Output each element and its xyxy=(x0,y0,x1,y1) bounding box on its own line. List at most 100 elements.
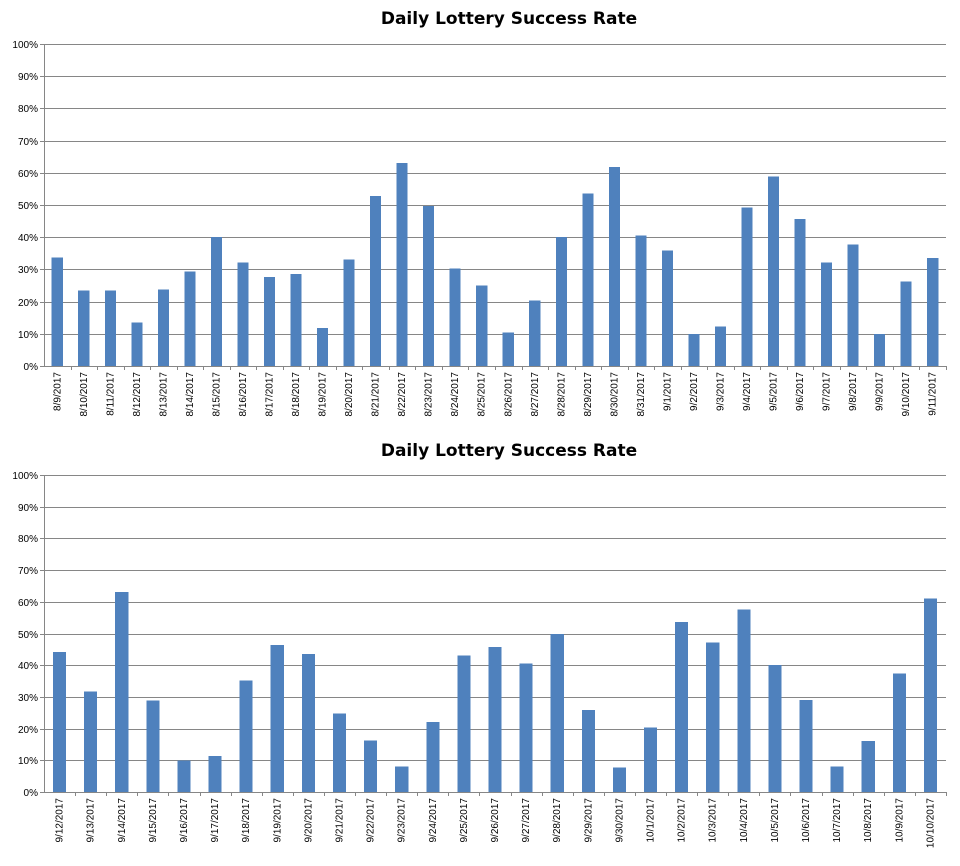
x-tick-label: 8/28/2017 xyxy=(556,372,567,417)
x-tick-label: 8/26/2017 xyxy=(503,372,514,417)
bar-9-2-2017 xyxy=(688,333,700,366)
bar-10-3-2017 xyxy=(706,642,720,792)
x-tick-label: 9/18/2017 xyxy=(241,798,252,843)
bar-8-29-2017 xyxy=(582,193,594,366)
x-tick-label: 9/17/2017 xyxy=(210,798,221,843)
bar-9-22-2017 xyxy=(364,740,378,792)
bar-10-7-2017 xyxy=(830,766,844,792)
bar-8-26-2017 xyxy=(502,332,514,366)
bar-8-30-2017 xyxy=(608,167,620,366)
bar-8-11-2017 xyxy=(104,290,116,366)
bar-9-12-2017 xyxy=(53,651,67,792)
bar-9-5-2017 xyxy=(768,176,780,366)
bar-9-21-2017 xyxy=(333,713,347,792)
bar-8-21-2017 xyxy=(370,196,382,366)
x-tick-label: 9/11/2017 xyxy=(928,372,939,416)
x-tick-label: 9/1/2017 xyxy=(662,372,673,411)
x-tick-label: 8/19/2017 xyxy=(318,372,329,417)
y-tick-label: 30% xyxy=(18,265,38,276)
bar-8-20-2017 xyxy=(343,259,355,366)
chart-panel-1: Daily Lottery Success Rate 0% 10% 20% 30% 40%… xyxy=(0,0,960,432)
bar-9-23-2017 xyxy=(395,766,409,792)
y-tick-label: 80% xyxy=(18,534,38,545)
y-tick-label: 20% xyxy=(18,298,38,309)
bar-9-18-2017 xyxy=(239,680,253,792)
x-tick-label: 9/24/2017 xyxy=(428,798,439,843)
x-tick-label: 9/13/2017 xyxy=(86,798,97,843)
bar-8-16-2017 xyxy=(237,262,249,366)
bar-8-18-2017 xyxy=(290,274,302,366)
y-tick-label: 70% xyxy=(18,566,38,577)
x-tick-label: 10/9/2017 xyxy=(894,798,905,843)
x-tick-label: 8/12/2017 xyxy=(132,372,143,417)
chart-svg-1: Daily Lottery Success Rate 0% 10% 20% 30% 40%… xyxy=(12,9,947,417)
x-tick-label: 9/7/2017 xyxy=(822,372,833,411)
x-tick-label: 8/27/2017 xyxy=(530,372,541,417)
x-tick-label: 9/5/2017 xyxy=(769,372,780,411)
y-tick-label: 90% xyxy=(18,503,38,514)
y-tick-label: 70% xyxy=(18,137,38,148)
bar-10-10-2017 xyxy=(923,598,937,792)
x-tick-label: 10/5/2017 xyxy=(770,798,781,843)
x-tick-label: 8/17/2017 xyxy=(265,372,276,417)
x-tick-label: 8/16/2017 xyxy=(238,372,249,417)
bar-9-17-2017 xyxy=(208,756,222,792)
x-tick-label: 9/28/2017 xyxy=(552,798,563,843)
y-tick-label: 60% xyxy=(18,598,38,609)
chart-panel-2: Daily Lottery Success Rate 0% 10% 20% 30% 40%… xyxy=(0,432,960,861)
bar-8-31-2017 xyxy=(635,235,647,366)
y-tick-label: 90% xyxy=(18,72,38,83)
y-tick-label: 10% xyxy=(18,756,38,767)
bar-8-28-2017 xyxy=(555,236,567,366)
bar-9-19-2017 xyxy=(270,645,284,792)
bar-8-10-2017 xyxy=(78,290,90,366)
x-tick-label: 8/9/2017 xyxy=(52,372,63,411)
y-tick-label: 50% xyxy=(18,630,38,641)
y-tick-label: 40% xyxy=(18,233,38,244)
bar-8-9-2017 xyxy=(51,257,63,366)
bar-8-17-2017 xyxy=(263,276,275,366)
x-tick-label: 8/21/2017 xyxy=(371,372,382,417)
bar-10-8-2017 xyxy=(861,741,875,792)
x-tick-label: 10/3/2017 xyxy=(708,798,719,843)
x-tick-label: 8/20/2017 xyxy=(344,372,355,417)
x-tick-label: 8/18/2017 xyxy=(291,372,302,417)
x-tick-label: 8/15/2017 xyxy=(211,372,222,417)
bar-9-9-2017 xyxy=(874,334,886,366)
x-tick-label: 9/29/2017 xyxy=(583,798,594,843)
bar-8-25-2017 xyxy=(476,285,488,366)
x-tick-label: 9/12/2017 xyxy=(55,798,66,843)
x-tick-label: 8/10/2017 xyxy=(79,372,90,417)
x-tick-label: 9/15/2017 xyxy=(148,798,159,843)
bar-9-4-2017 xyxy=(741,207,753,366)
bar-8-22-2017 xyxy=(396,163,408,366)
y-tick-label: 100% xyxy=(12,471,38,482)
bar-10-4-2017 xyxy=(737,609,751,792)
x-tick-label: 9/14/2017 xyxy=(117,798,128,843)
bar-9-15-2017 xyxy=(146,700,160,792)
chart-title-2: Daily Lottery Success Rate xyxy=(381,441,637,461)
bar-9-29-2017 xyxy=(581,709,595,792)
x-tick-label: 9/30/2017 xyxy=(614,798,625,843)
y-tick-label: 80% xyxy=(18,104,38,115)
bar-9-14-2017 xyxy=(115,592,129,792)
bar-9-3-2017 xyxy=(714,326,726,366)
y-tick-label: 60% xyxy=(18,169,38,180)
x-tick-label: 9/20/2017 xyxy=(303,798,314,843)
x-tick-label: 8/22/2017 xyxy=(397,372,408,417)
x-tick-label: 8/14/2017 xyxy=(185,372,196,417)
y-tick-label: 20% xyxy=(18,725,38,736)
x-tick-label: 9/2/2017 xyxy=(689,372,700,411)
bar-9-1-2017 xyxy=(661,250,673,366)
x-tick-label: 10/4/2017 xyxy=(739,798,750,843)
x-tick-label: 8/29/2017 xyxy=(583,372,594,417)
bar-8-12-2017 xyxy=(131,322,143,366)
y-tick-label: 40% xyxy=(18,661,38,672)
x-tick-label: 10/8/2017 xyxy=(863,798,874,843)
x-tick-label: 9/10/2017 xyxy=(901,372,912,417)
x-tick-label: 10/2/2017 xyxy=(677,798,688,843)
x-tick-label: 10/6/2017 xyxy=(801,798,812,843)
bar-8-27-2017 xyxy=(529,300,541,366)
x-tick-label: 8/11/2017 xyxy=(105,372,116,416)
y-tick-label: 10% xyxy=(18,330,38,341)
